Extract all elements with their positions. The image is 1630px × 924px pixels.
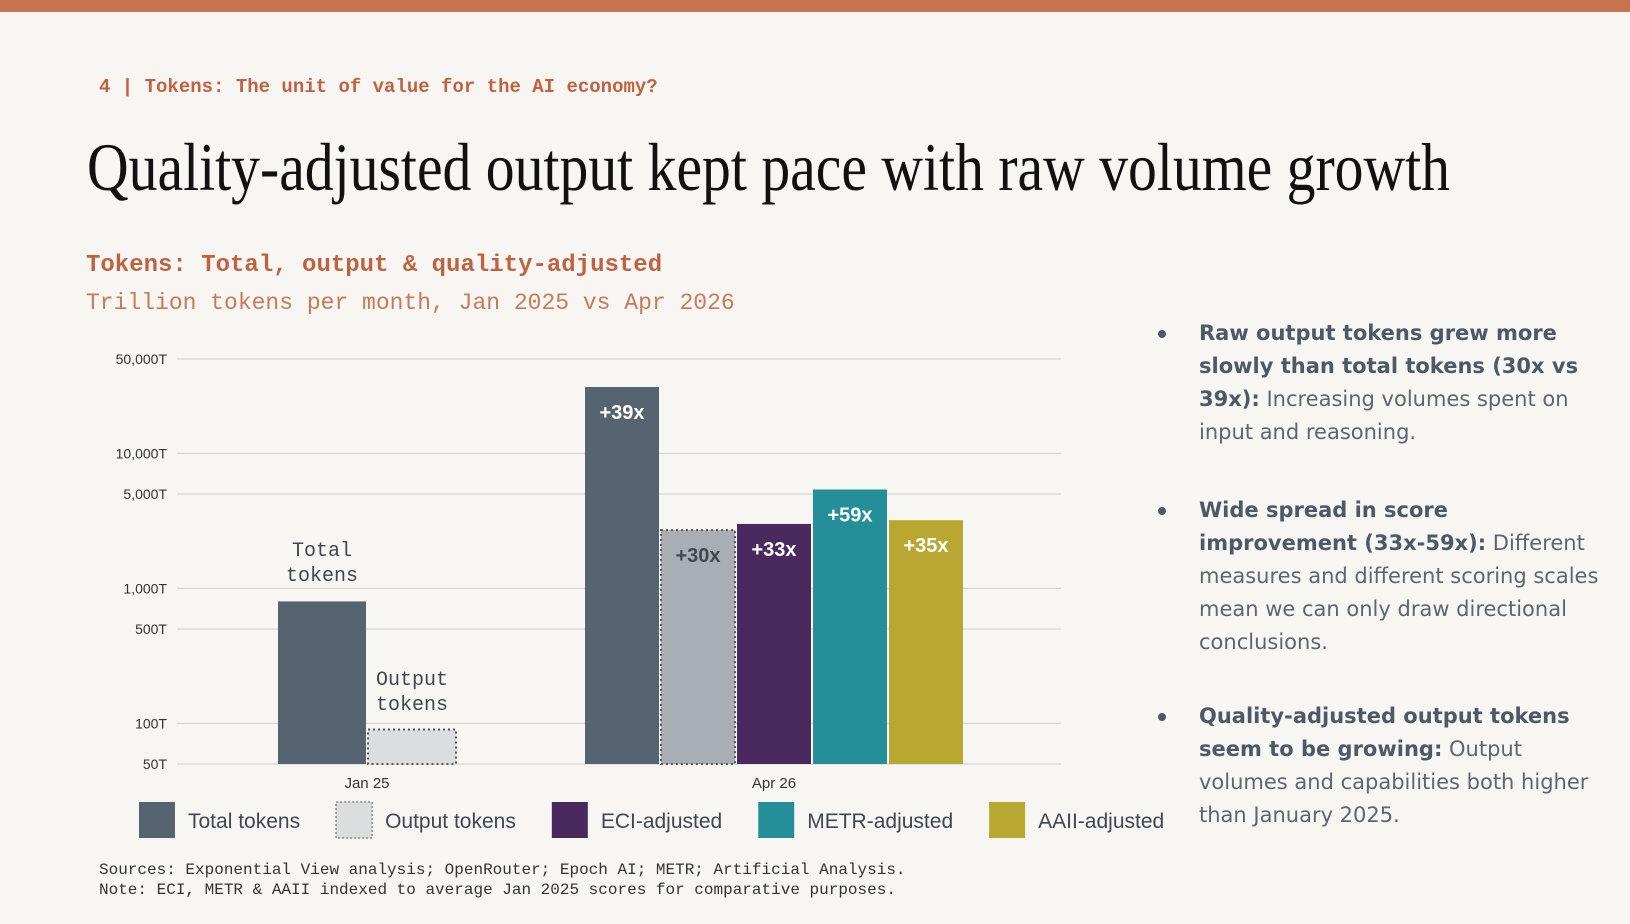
y-tick-label: 500T: [135, 621, 167, 637]
y-tick-label: 10,000T: [116, 445, 168, 461]
bullet-box: Quality-adjusted output tokens seem to b…: [1199, 700, 1609, 832]
bullet-dot: [1158, 507, 1166, 515]
legend-swatch: [139, 802, 175, 838]
bullet-box: Raw output tokens grew more slowly than …: [1199, 317, 1609, 449]
top-bar: [0, 0, 1630, 12]
legend-swatch: [335, 801, 373, 839]
bullet-dot: [1158, 330, 1166, 338]
y-tick-label: 5,000T: [123, 486, 167, 502]
bar: [660, 529, 736, 765]
legend-swatch: [551, 802, 588, 838]
legend-label: Output tokens: [385, 810, 516, 833]
bullet-box: Wide spread in score improvement (33x-59…: [1199, 494, 1609, 659]
bar: [737, 523, 811, 764]
note: Note: ECI, METR & AAII indexed to averag…: [99, 881, 896, 899]
section-label: 4 | Tokens: The unit of value for the AI…: [99, 76, 658, 98]
bar-annotation: +35x: [903, 535, 948, 557]
bullet-text: Increasing volumes spent on input and re…: [1199, 387, 1569, 444]
bar-annotation: Total tokens: [285, 540, 358, 589]
bar-annotation: Output tokens: [375, 668, 448, 717]
bullet: Quality-adjusted output tokens seem to b…: [1199, 700, 1609, 832]
bar-annotation: +33x: [751, 539, 796, 561]
bar: [813, 489, 887, 764]
legend-swatch: [989, 802, 1026, 838]
bar: [367, 728, 457, 765]
sources: Sources: Exponential View analysis; Open…: [99, 861, 906, 879]
bar: [585, 387, 659, 764]
bar-annotation: +30x: [675, 545, 720, 567]
bar-annotation-box: Total tokens: [285, 540, 358, 589]
legend-swatch: [758, 802, 795, 838]
bullet: Raw output tokens grew more slowly than …: [1199, 317, 1609, 449]
legend-label: METR-adjusted: [807, 810, 953, 833]
chart-title: Tokens: Total, output & quality-adjusted: [86, 252, 662, 279]
bar: [278, 601, 366, 764]
y-tick-label: 100T: [135, 715, 167, 731]
bar: [889, 520, 963, 764]
headline: Quality-adjusted output kept pace with r…: [87, 129, 1450, 205]
legend-label: AAII-adjusted: [1038, 810, 1164, 833]
bar-annotation: +39x: [599, 402, 644, 424]
x-tick-label: Jan 25: [344, 775, 389, 792]
legend-label: ECI-adjusted: [601, 810, 722, 833]
y-tick-label: 50,000T: [116, 351, 168, 367]
bullet-text: Output volumes and capabilities both hig…: [1199, 737, 1589, 827]
bullet-bold: Wide spread in score improvement (33x-59…: [1199, 498, 1487, 555]
y-tick-label: 50T: [143, 756, 168, 772]
bullet: Wide spread in score improvement (33x-59…: [1199, 494, 1609, 659]
chart-subtitle: Trillion tokens per month, Jan 2025 vs A…: [86, 290, 735, 316]
bar-annotation: +59x: [827, 504, 872, 526]
legend-label: Total tokens: [188, 810, 300, 833]
bullet-bold: Raw output tokens grew more slowly than …: [1199, 321, 1579, 411]
x-tick-label: Apr 26: [752, 775, 796, 792]
bullet-bold: Quality-adjusted output tokens seem to b…: [1199, 704, 1570, 761]
bullet-text: Different measures and different scoring…: [1199, 531, 1599, 654]
y-tick-label: 1,000T: [123, 580, 167, 596]
bar-annotation-box: Output tokens: [375, 668, 448, 717]
bullet-dot: [1158, 713, 1166, 721]
